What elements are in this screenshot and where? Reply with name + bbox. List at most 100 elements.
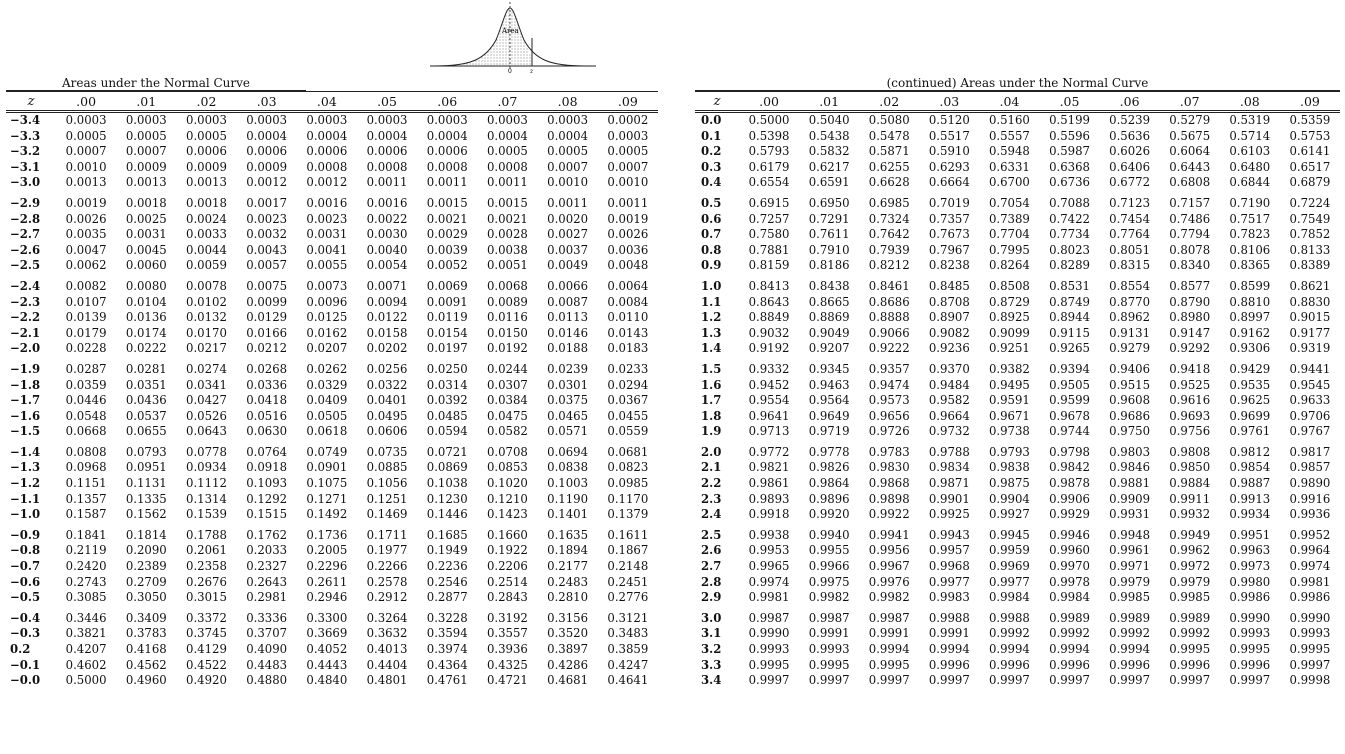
- table-row: −0.5 0.3085 0.3050 0.3015 0.2981 0.2946 0.2912…: [6, 590, 658, 606]
- area-cell: 0.9738: [988, 424, 1030, 439]
- area-cell: 0.0239: [547, 361, 589, 376]
- z-value-cell: −0.0: [10, 673, 41, 688]
- area-cell: 0.6406: [1109, 159, 1151, 174]
- z-value-cell: 0.5: [701, 195, 722, 210]
- area-cell: 0.1190: [547, 491, 589, 506]
- area-cell: 0.8078: [1169, 242, 1211, 257]
- area-cell: 0.6808: [1169, 175, 1211, 190]
- table-row: 3.4 0.9997 0.9997 0.9997 0.9997 0.9997 0.9997 0…: [695, 673, 1340, 689]
- area-cell: 0.0094: [366, 294, 408, 309]
- area-cell: 0.3015: [186, 590, 227, 605]
- area-cell: 0.0003: [547, 113, 589, 127]
- area-cell: 0.0010: [547, 175, 589, 190]
- area-cell: 0.2578: [366, 574, 408, 589]
- area-cell: 0.0019: [65, 195, 107, 210]
- area-cell: 0.4840: [306, 673, 348, 688]
- area-cell: 0.0934: [186, 460, 227, 475]
- area-cell: 0.0233: [607, 361, 649, 376]
- area-cell: 0.0004: [486, 128, 528, 143]
- area-cell: 0.0146: [547, 325, 589, 340]
- area-cell: 0.2810: [547, 590, 589, 605]
- z-value-cell: 2.0: [701, 444, 722, 459]
- area-cell: 0.9974: [748, 574, 790, 589]
- area-cell: 0.0043: [246, 242, 288, 257]
- area-cell: 0.0119: [426, 310, 468, 325]
- area-cell: 0.1170: [607, 491, 649, 506]
- area-cell: 0.4247: [607, 657, 649, 672]
- area-cell: 0.0808: [65, 444, 107, 459]
- area-cell: 0.4325: [486, 657, 528, 672]
- area-cell: 0.0116: [486, 310, 528, 325]
- z-value-cell: −1.8: [10, 377, 41, 392]
- area-cell: 0.9131: [1109, 325, 1151, 340]
- table-row: −3.4 0.0003 0.0003 0.0003 0.0003 0.0003 0.0003…: [6, 112, 658, 129]
- area-cell: 0.1230: [426, 491, 468, 506]
- area-cell: 0.0051: [486, 258, 528, 273]
- left-header-col-8: .07: [477, 91, 538, 113]
- area-cell: 0.7967: [928, 242, 970, 257]
- table-row: 3.3 0.9995 0.9995 0.9995 0.9996 0.9996 0.9996 0…: [695, 658, 1340, 674]
- table-row: −1.3 0.0968 0.0951 0.0934 0.0918 0.0901 0.0885…: [6, 460, 658, 476]
- area-cell: 0.0047: [65, 242, 107, 257]
- area-cell: 0.9971: [1109, 559, 1151, 574]
- area-cell: 0.9997: [868, 673, 910, 688]
- area-cell: 0.9992: [1109, 626, 1151, 641]
- area-cell: 0.7642: [868, 227, 910, 242]
- area-cell: 0.9693: [1169, 408, 1211, 423]
- table-row: 3.1 0.9990 0.9991 0.9991 0.9991 0.9992 0.9992 0…: [695, 626, 1340, 642]
- area-label: Area: [501, 27, 519, 35]
- table-row: −2.2 0.0139 0.0136 0.0132 0.0129 0.0125 0.0122…: [6, 310, 658, 326]
- area-cell: 0.0011: [366, 175, 408, 190]
- area-cell: 0.1492: [306, 507, 348, 522]
- area-cell: 0.9608: [1109, 393, 1151, 408]
- area-cell: 0.7157: [1169, 195, 1211, 210]
- area-cell: 0.0618: [306, 424, 348, 439]
- area-cell: 0.1423: [486, 507, 528, 522]
- area-cell: 0.1251: [366, 491, 408, 506]
- area-cell: 0.0901: [306, 460, 348, 475]
- left-header-col-9: .08: [537, 91, 598, 113]
- area-cell: 0.0418: [246, 393, 288, 408]
- area-cell: 0.8315: [1109, 258, 1151, 273]
- z-value-cell: −1.2: [10, 476, 41, 491]
- area-cell: 0.9850: [1169, 460, 1211, 475]
- area-cell: 0.0174: [125, 325, 167, 340]
- area-cell: 0.0037: [547, 242, 589, 257]
- area-cell: 0.8849: [748, 310, 790, 325]
- area-cell: 0.9599: [1049, 393, 1090, 408]
- area-cell: 0.9868: [868, 476, 910, 491]
- area-cell: 0.9573: [868, 393, 910, 408]
- area-cell: 0.1922: [486, 543, 528, 558]
- shaded-area: [434, 8, 510, 66]
- area-cell: 0.0384: [486, 393, 528, 408]
- area-cell: 0.9906: [1049, 491, 1090, 506]
- area-cell: 0.9357: [868, 361, 910, 376]
- area-cell: 0.9998: [1289, 673, 1331, 688]
- area-cell: 0.9495: [988, 377, 1030, 392]
- area-cell: 0.0030: [366, 227, 408, 242]
- area-cell: 0.5478: [868, 128, 910, 143]
- area-cell: 0.9115: [1049, 325, 1090, 340]
- area-cell: 0.2611: [306, 574, 348, 589]
- area-cell: 0.0059: [186, 258, 227, 273]
- area-cell: 0.6141: [1289, 144, 1331, 159]
- area-cell: 0.0465: [547, 408, 589, 423]
- area-cell: 0.9980: [1229, 574, 1271, 589]
- area-cell: 0.8749: [1049, 294, 1090, 309]
- area-cell: 0.0228: [65, 341, 107, 356]
- left-header-col-3: .02: [176, 91, 237, 113]
- area-cell: 0.1020: [486, 476, 528, 491]
- area-cell: 0.9177: [1289, 325, 1331, 340]
- area-cell: 0.9834: [928, 460, 970, 475]
- area-cell: 0.0021: [486, 211, 528, 226]
- area-cell: 0.0071: [366, 278, 408, 293]
- area-cell: 0.2514: [486, 574, 528, 589]
- area-cell: 0.4920: [186, 673, 227, 688]
- area-cell: 0.0016: [366, 195, 408, 210]
- z-value-cell: 3.3: [701, 657, 722, 672]
- area-cell: 0.1587: [65, 507, 107, 522]
- area-cell: 0.1003: [547, 476, 589, 491]
- area-cell: 0.0048: [607, 258, 649, 273]
- area-cell: 0.3446: [65, 610, 107, 625]
- z-value-cell: 3.0: [701, 610, 722, 625]
